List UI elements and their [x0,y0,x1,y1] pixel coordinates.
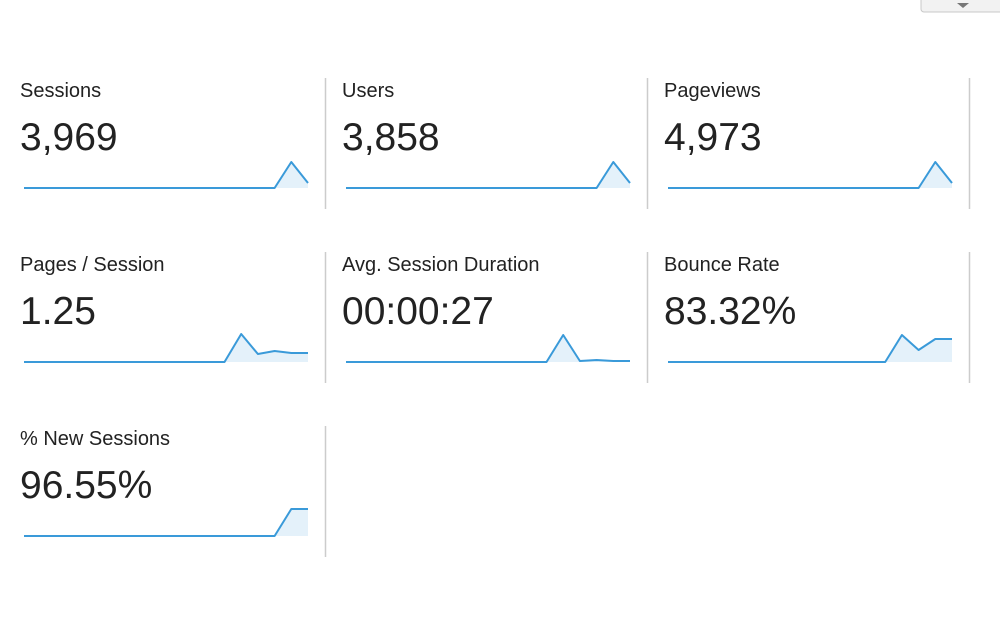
sparkline-area [668,335,952,362]
metric-label: Pageviews [664,80,761,102]
sparkline-area [24,334,308,362]
sparkline-area [346,162,630,188]
metric-value: 3,858 [342,116,440,159]
metric-value: 3,969 [20,116,118,159]
sparkline-area [24,162,308,188]
sparkline [668,161,953,189]
metric-label: % New Sessions [20,428,170,450]
metric-value: 4,973 [664,116,762,159]
metric-label: Sessions [20,80,101,102]
sparkline-area [346,335,630,362]
metric-label: Bounce Rate [664,254,780,276]
metric-label: Users [342,80,394,102]
dropdown-button[interactable] [920,0,1000,13]
sparkline [346,161,631,189]
sparkline [668,334,952,363]
sparkline [24,161,309,189]
metric-value: 1.25 [20,290,96,333]
sparkline-area [24,509,308,536]
sparkline [346,334,630,363]
metric-label: Pages / Session [20,254,165,276]
metric-value: 96.55% [20,464,152,507]
sparkline-area [668,162,952,188]
dropdown-arrow [957,3,969,8]
sparkline [24,508,308,537]
metric-label: Avg. Session Duration [342,254,540,276]
metric-value: 83.32% [664,290,796,333]
metric-value: 00:00:27 [342,290,494,333]
sparkline [24,333,308,363]
